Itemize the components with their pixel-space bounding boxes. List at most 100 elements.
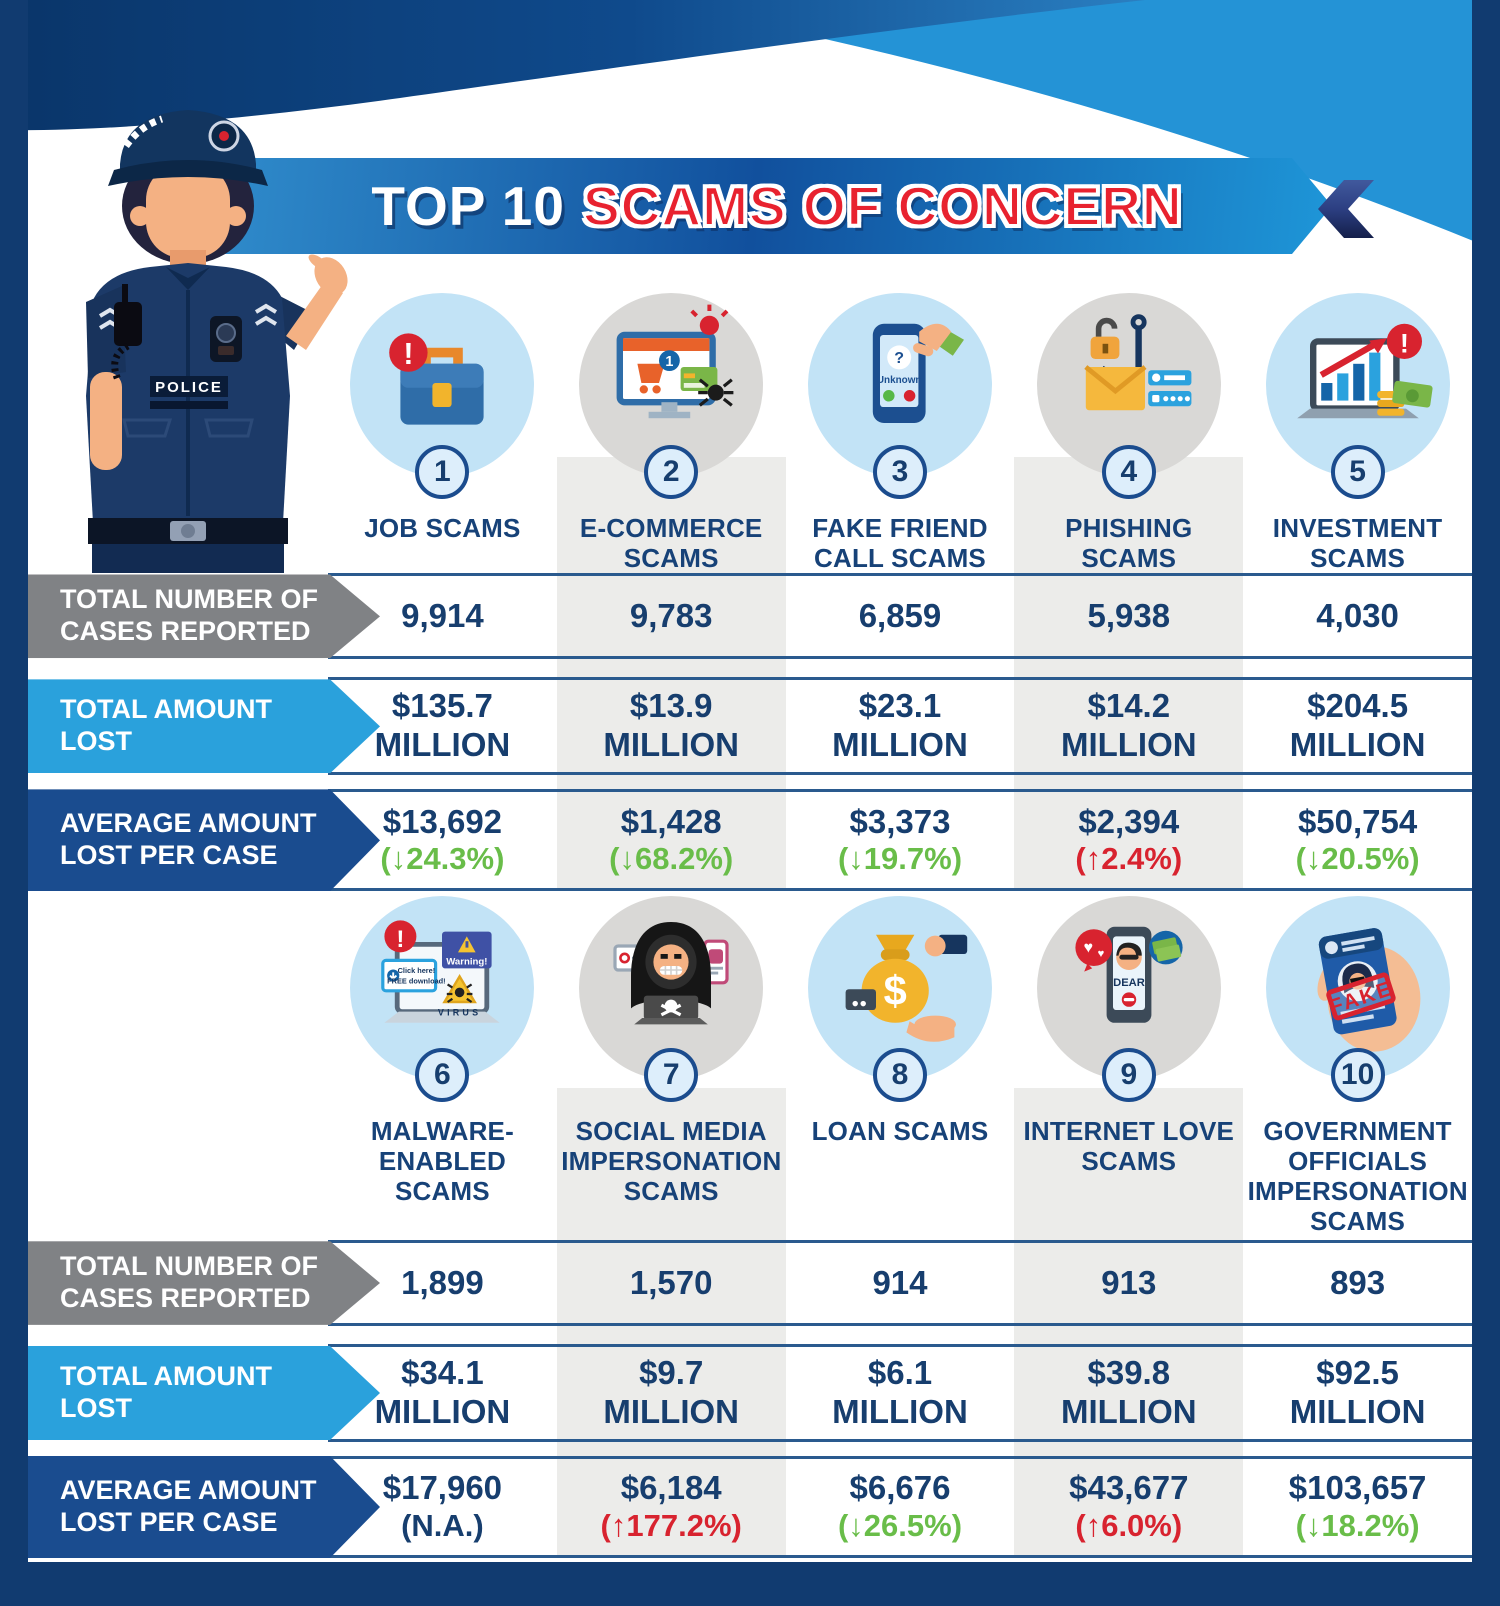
change-percentage: (↓19.7%) (837, 841, 963, 877)
average-value: $13,692 (382, 802, 503, 840)
change-percentage: (↓20.5%) (1295, 841, 1420, 877)
hacker-icon (613, 922, 729, 1025)
scam-name: FAKE FRIEND CALL SCAMS (812, 513, 988, 574)
scam-section-top: ! 1 JOB SCAMS 1 (28, 285, 1472, 892)
scam-icon-circle: Warning! Click here! FREE download! ! VI… (350, 896, 535, 1102)
scam-column-loan: $ 8 LOAN SCAMS (786, 888, 1015, 1240)
rank-badge: 5 (1330, 445, 1385, 499)
amount-unit: MILLION (832, 726, 968, 764)
rank-badge: 3 (872, 445, 927, 499)
scam-icon-circle: ? Unknown 3 (807, 293, 992, 499)
svg-text:1: 1 (666, 354, 674, 370)
scam-section-bottom: Warning! Click here! FREE download! ! VI… (28, 888, 1472, 1558)
amount-value: $204.5 (1307, 687, 1409, 725)
average-value-cell: $6,676 (↓26.5%) (785, 1459, 1015, 1555)
title-prefix: TOP 10 (371, 175, 565, 237)
scam-name: PHISHING SCAMS (1065, 513, 1193, 574)
amount-value: $6.1 (867, 1354, 933, 1392)
title-banner: TOP 10 SCAMS OF CONCERN (222, 158, 1332, 254)
average-value: $6,676 (849, 1469, 951, 1507)
row-label-average: AVERAGE AMOUNT LOST PER CASE (28, 1456, 380, 1558)
rank-badge: 10 (1330, 1048, 1385, 1102)
cases-value-cell: 5,938 (1014, 576, 1244, 657)
scam-column-govt-impersonation: FAKE 10 GOVERNMENT OFFICIALS IMPERSONATI… (1243, 888, 1472, 1240)
scam-name: GOVERNMENT OFFICIALS IMPERSONATION SCAMS (1247, 1116, 1468, 1237)
average-value: $17,960 (382, 1469, 503, 1507)
amount-unit: MILLION (374, 726, 511, 764)
scam-name: SOCIAL MEDIA IMPERSONATION SCAMS (561, 1116, 782, 1207)
malware-laptop-icon: Warning! Click here! FREE download! ! VI… (381, 920, 500, 1023)
change-percentage: (↓24.3%) (380, 841, 505, 877)
virus-label: VIRUS (438, 1008, 481, 1018)
cases-value-cell: 1,570 (556, 1243, 786, 1323)
briefcase-icon: ! (389, 333, 484, 425)
rank-badge: 4 (1101, 445, 1156, 499)
cases-row-1: TOTAL NUMBER OF CASES REPORTED 9,914 9,7… (328, 573, 1472, 660)
amount-unit: MILLION (1289, 726, 1426, 764)
amount-unit: MILLION (1060, 726, 1197, 764)
amount-unit: MILLION (603, 1393, 740, 1430)
scam-name: MALWARE-ENABLED SCAMS (370, 1116, 514, 1207)
unknown-label: Unknown (877, 375, 922, 386)
row-label-text: TOTAL AMOUNT LOST (60, 694, 272, 757)
change-percentage: (N.A.) (401, 1508, 484, 1544)
row-label-cases: TOTAL NUMBER OF CASES REPORTED (28, 574, 380, 658)
cases-row-2: TOTAL NUMBER OF CASES REPORTED 1,899 1,5… (328, 1240, 1472, 1326)
amount-value-cell: $14.2 MILLION (1014, 680, 1244, 773)
cases-value-cell: 893 (1243, 1243, 1472, 1323)
cases-value-cell: 913 (1014, 1243, 1244, 1323)
amount-unit: MILLION (1060, 1393, 1197, 1430)
scam-column-ecommerce: 1 2 E-COMMERCE SCAMS (557, 285, 786, 573)
average-value-cell: $3,373 (↓19.7%) (785, 792, 1015, 889)
scam-icon-circle: DEAR ♥ ♥ 9 (1036, 896, 1221, 1102)
average-value-cell: $103,657 (↓18.2%) (1243, 1459, 1472, 1555)
scam-icon-circle: $ 8 (807, 896, 992, 1102)
scam-icons-row-1: ! 1 JOB SCAMS 1 (328, 285, 1472, 573)
average-value-cell: $6,184 (↑177.2%) (556, 1459, 786, 1555)
average-value: $103,657 (1288, 1469, 1427, 1507)
scam-column-malware: Warning! Click here! FREE download! ! VI… (328, 888, 557, 1240)
amount-value: $34.1 (401, 1354, 484, 1392)
row-label-amount: TOTAL AMOUNT LOST (28, 679, 380, 773)
amount-value: $92.5 (1316, 1354, 1399, 1392)
average-value: $43,677 (1069, 1469, 1189, 1507)
scam-icon-circle: ! 5 (1265, 293, 1450, 499)
right-border (1472, 0, 1500, 1606)
average-value-cell: $1,428 (↓68.2%) (556, 792, 786, 889)
amount-value: $14.2 (1087, 687, 1171, 725)
row-label-text: AVERAGE AMOUNT LOST PER CASE (60, 1475, 317, 1537)
love-scam-phone-icon: DEAR ♥ ♥ (1075, 926, 1183, 1023)
average-row-1: AVERAGE AMOUNT LOST PER CASE $13,692 (↓24… (328, 789, 1472, 892)
amount-value-cell: $92.5 MILLION (1243, 1347, 1472, 1439)
rank-badge: 2 (644, 445, 699, 499)
cases-value-cell: 9,783 (556, 576, 786, 657)
police-tag-label: POLICE (155, 379, 223, 396)
amount-row-2: TOTAL AMOUNT LOST $34.1 MILLION $9.7 MILLI… (328, 1344, 1472, 1442)
amount-value: $39.8 (1087, 1354, 1171, 1392)
rank-badge: 6 (415, 1048, 470, 1102)
rank-badge: 1 (415, 445, 470, 499)
chevron-left-icon (1318, 180, 1374, 238)
scam-icon-circle: FAKE 10 (1265, 896, 1450, 1102)
cases-value: 893 (1330, 1263, 1386, 1301)
row-label-text: TOTAL AMOUNT LOST (60, 1361, 272, 1423)
row-label-text: TOTAL NUMBER OF CASES REPORTED (60, 584, 318, 647)
cases-value: 4,030 (1316, 596, 1399, 634)
footer-bar (0, 1562, 1500, 1606)
amount-unit: MILLION (603, 726, 740, 764)
svg-text:?: ? (894, 350, 904, 367)
row-label-text: AVERAGE AMOUNT LOST PER CASE (60, 808, 317, 871)
police-officer-illustration: POLICE (86, 110, 348, 573)
cases-value: 6,859 (858, 596, 942, 634)
svg-text:!: ! (1399, 328, 1408, 359)
fake-id-card-icon: FAKE (1317, 928, 1420, 1052)
scam-column-social-media-impersonation: 7 SOCIAL MEDIA IMPERSONATION SCAMS (557, 888, 786, 1240)
row-label-amount: TOTAL AMOUNT LOST (28, 1346, 380, 1440)
amount-value: $23.1 (858, 687, 942, 725)
svg-text:!: ! (397, 926, 405, 953)
scam-name: JOB SCAMS (364, 513, 521, 543)
average-value-cell: $50,754 (↓20.5%) (1243, 792, 1472, 889)
cases-value-cell: 6,859 (785, 576, 1015, 657)
shopping-cart-monitor-icon: 1 (616, 304, 734, 419)
amount-value-cell: $204.5 MILLION (1243, 680, 1472, 773)
